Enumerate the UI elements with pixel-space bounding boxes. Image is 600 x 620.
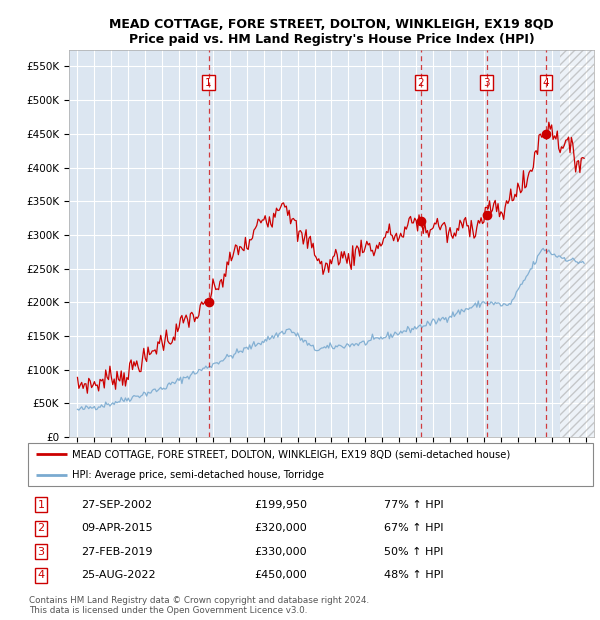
Text: 25-AUG-2022: 25-AUG-2022 xyxy=(81,570,155,580)
Text: 50% ↑ HPI: 50% ↑ HPI xyxy=(384,547,443,557)
Text: 2: 2 xyxy=(38,523,45,533)
Text: 2: 2 xyxy=(418,78,424,87)
Text: 3: 3 xyxy=(484,78,490,87)
Text: 27-SEP-2002: 27-SEP-2002 xyxy=(81,500,152,510)
Text: 48% ↑ HPI: 48% ↑ HPI xyxy=(384,570,444,580)
Text: 3: 3 xyxy=(38,547,44,557)
Bar xyxy=(560,50,594,437)
Text: £199,950: £199,950 xyxy=(254,500,307,510)
Text: Contains HM Land Registry data © Crown copyright and database right 2024.
This d: Contains HM Land Registry data © Crown c… xyxy=(29,596,369,615)
Text: £450,000: £450,000 xyxy=(254,570,307,580)
Text: 09-APR-2015: 09-APR-2015 xyxy=(81,523,152,533)
Title: MEAD COTTAGE, FORE STREET, DOLTON, WINKLEIGH, EX19 8QD
Price paid vs. HM Land Re: MEAD COTTAGE, FORE STREET, DOLTON, WINKL… xyxy=(109,17,554,46)
Text: 67% ↑ HPI: 67% ↑ HPI xyxy=(384,523,444,533)
Text: MEAD COTTAGE, FORE STREET, DOLTON, WINKLEIGH, EX19 8QD (semi-detached house): MEAD COTTAGE, FORE STREET, DOLTON, WINKL… xyxy=(73,449,511,459)
Text: 4: 4 xyxy=(38,570,45,580)
Text: 4: 4 xyxy=(542,78,549,87)
FancyBboxPatch shape xyxy=(28,443,593,486)
Text: £330,000: £330,000 xyxy=(254,547,307,557)
Bar xyxy=(560,50,594,437)
Text: 1: 1 xyxy=(38,500,44,510)
Text: 77% ↑ HPI: 77% ↑ HPI xyxy=(384,500,444,510)
Text: £320,000: £320,000 xyxy=(254,523,307,533)
Text: 1: 1 xyxy=(205,78,212,87)
Text: HPI: Average price, semi-detached house, Torridge: HPI: Average price, semi-detached house,… xyxy=(73,469,325,480)
Text: 27-FEB-2019: 27-FEB-2019 xyxy=(81,547,152,557)
